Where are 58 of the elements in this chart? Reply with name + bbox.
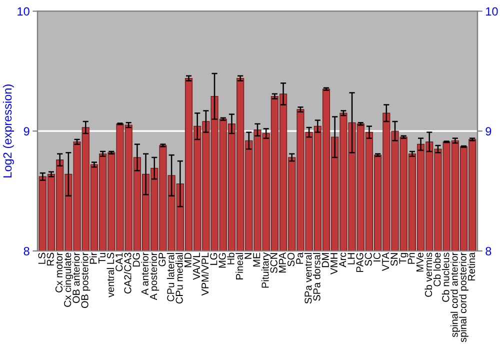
x-tick-label: Pir [90,252,97,264]
x-tick-label: RS [46,252,54,266]
x-tick-label: Retina [468,252,476,280]
x-tick-label: CPu medial [175,253,183,304]
x-tick-label: IC [373,252,380,262]
x-tick-label: MD [184,252,192,268]
x-tick-label: ME [253,252,260,267]
x-tick-label: Pituitary [261,252,271,288]
x-tick-label: GP [158,252,166,266]
x-tick-label: SPa ventral [304,253,312,304]
x-tick-label: MPA [278,252,286,272]
x-tick-label: ventral LS [106,252,114,298]
y-tick-label: 8 [24,246,30,256]
x-tick-label: Cb lobe [433,252,441,286]
x-tick-label: spinal cord posterior [459,252,468,342]
x-tick-label: Cx cingulate [64,252,74,307]
x-tick-label: SPa dorsal [312,253,320,301]
x-tick-label: SC [364,252,372,266]
x-tick-label: Cb nucleus [442,252,450,302]
x-tick-label: Tg [399,252,408,264]
x-tick-label: VMH [330,253,338,275]
x-tick-label: LH [348,253,355,264]
x-tick-label: Hb [227,252,234,264]
x-tick-label: DG [132,253,140,267]
x-tick-label: OB anterior [72,252,80,303]
x-tick-label: Arc [339,252,346,268]
x-tick-label: PAG [356,253,364,272]
y-axis-title: Log2 (expression) [2,84,14,178]
x-tick-label: CA2/CA3 [124,252,132,294]
x-tick-label: SCN [270,253,278,273]
x-tick-label: MVe [416,252,424,272]
x-tick-label: Pn [408,252,415,264]
y-tick-label: 10 [18,7,30,16]
x-tick-label: OB posterior [80,252,90,308]
x-tick-label: Tu [98,253,106,264]
x-tick-label: MG [218,253,226,268]
x-tick-label: Cb vermis [424,252,432,297]
x-tick-label: LG [210,253,218,265]
x-tick-label: DM [322,253,329,268]
x-tick-label: Pineal [236,253,243,280]
x-tick-label: Cx motor [55,252,63,292]
x-tick-label: VTA [382,252,389,272]
x-tick-label: CPu lateral [166,253,174,302]
y2-tick-label: 10 [486,7,498,16]
x-tick-label: LS [38,252,46,264]
x-tick-label: N [244,253,252,259]
x-tick-label: CA1 [116,252,123,272]
y2-tick-label: 8 [486,246,492,256]
x-tick-label: A anterior [141,252,148,296]
y2-tick-label: 9 [486,127,492,136]
x-tick-label: SO [287,252,295,266]
x-tick-label: Pa [296,252,304,264]
x-tick-label: spinal cord anterior [450,252,460,338]
x-tick-label: SN [390,253,398,266]
y-tick-label: 9 [24,127,30,136]
x-tick-label: A posterior [150,252,160,300]
x-tick-label: VPM/VPL [201,252,209,296]
x-tick-label: VA/VL [192,252,200,280]
